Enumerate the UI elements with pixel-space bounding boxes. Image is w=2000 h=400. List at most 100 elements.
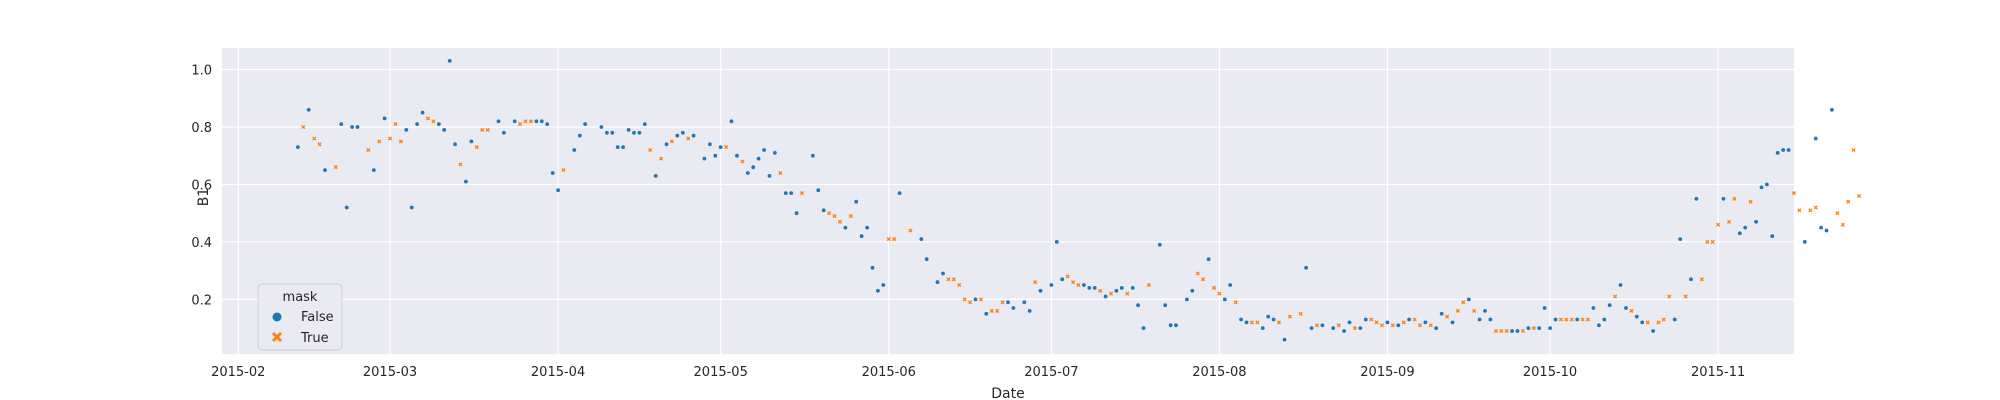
point-true (1585, 317, 1591, 322)
point-true (886, 237, 891, 242)
point-true (1314, 323, 1320, 328)
point-false (350, 125, 354, 129)
point-false (1103, 294, 1108, 299)
point-false (1450, 320, 1455, 325)
point-false (1802, 240, 1807, 244)
point-false (534, 119, 539, 124)
point-true (1461, 300, 1466, 305)
point-false (935, 280, 940, 285)
point-false (773, 151, 777, 155)
point-false (1607, 303, 1612, 308)
point-false (783, 191, 788, 196)
point-false (762, 148, 766, 152)
point-false (1347, 320, 1352, 325)
point-false (664, 142, 669, 147)
point-true (377, 139, 382, 144)
point-true (1558, 317, 1563, 322)
point-false (1407, 317, 1411, 322)
point-true (1070, 280, 1076, 285)
point-false (1114, 288, 1119, 293)
point-true (1705, 239, 1710, 244)
point-false (1027, 309, 1032, 313)
point-false (1320, 323, 1325, 328)
point-false (811, 153, 815, 158)
point-true (1808, 208, 1813, 213)
point-true (1683, 294, 1688, 299)
point-false (881, 283, 886, 287)
point-true (951, 277, 956, 282)
point-true (1146, 282, 1151, 288)
point-false (1309, 326, 1314, 330)
point-false (1282, 337, 1287, 342)
point-true (1276, 320, 1282, 325)
point-true (669, 139, 674, 144)
point-true (648, 147, 653, 153)
point-false (453, 142, 457, 147)
point-false (1331, 326, 1336, 330)
point-false (371, 168, 376, 173)
point-false (1721, 196, 1726, 201)
point-false (1689, 277, 1693, 282)
point-false (1119, 286, 1124, 290)
point-false (1239, 317, 1243, 322)
x-tick-label: 2015-09 (1360, 365, 1414, 380)
point-false (1423, 320, 1428, 325)
point-false (621, 145, 625, 150)
point-false (344, 205, 349, 210)
point-true (962, 297, 967, 302)
point-true (1417, 323, 1423, 328)
point-true (837, 219, 843, 224)
point-true (1813, 205, 1818, 210)
point-false (919, 237, 924, 242)
point-true (485, 127, 490, 132)
x-axis-label: Date (991, 386, 1024, 400)
x-tick-label: 2015-02 (211, 365, 265, 380)
point-false (745, 171, 750, 175)
point-false (1548, 326, 1552, 330)
point-false (1624, 306, 1628, 310)
point-false (1266, 314, 1271, 319)
point-false (708, 142, 712, 147)
point-true (1374, 320, 1379, 325)
point-false (870, 265, 875, 270)
point-false (420, 110, 425, 115)
point-false (1157, 242, 1162, 247)
point-true (1710, 239, 1715, 244)
point-false (1141, 326, 1146, 330)
point-false (789, 191, 794, 196)
point-true (1445, 314, 1450, 319)
point-true (1217, 291, 1222, 296)
point-false (1678, 237, 1683, 242)
point-false (1754, 219, 1758, 224)
point-false (404, 127, 409, 132)
point-true (523, 119, 528, 124)
point-false (556, 188, 560, 193)
x-tick-label: 2015-03 (363, 365, 417, 380)
legend-label-false: False (301, 310, 334, 325)
point-true (1499, 328, 1504, 334)
point-false (854, 199, 859, 204)
point-false (1542, 306, 1547, 310)
point-true (1846, 199, 1851, 204)
point-false (512, 119, 517, 124)
point-true (1195, 271, 1200, 276)
point-false (1092, 286, 1097, 290)
point-true (827, 211, 832, 216)
point-false (1434, 326, 1439, 330)
point-false (1634, 314, 1639, 319)
point-false (1775, 151, 1780, 155)
point-false (323, 168, 327, 173)
point-false (1640, 320, 1645, 325)
point-false (1602, 317, 1607, 322)
point-true (561, 168, 566, 173)
point-false (702, 156, 707, 161)
point-false (718, 145, 723, 150)
y-tick-label: 0.2 (191, 293, 212, 308)
point-true (431, 119, 436, 124)
legend: mask False True (257, 283, 343, 351)
point-false (1304, 265, 1308, 270)
point-true (978, 297, 983, 302)
y-tick-label: 1.0 (191, 64, 212, 79)
point-true (1493, 328, 1498, 334)
legend-marker-false (272, 312, 282, 322)
